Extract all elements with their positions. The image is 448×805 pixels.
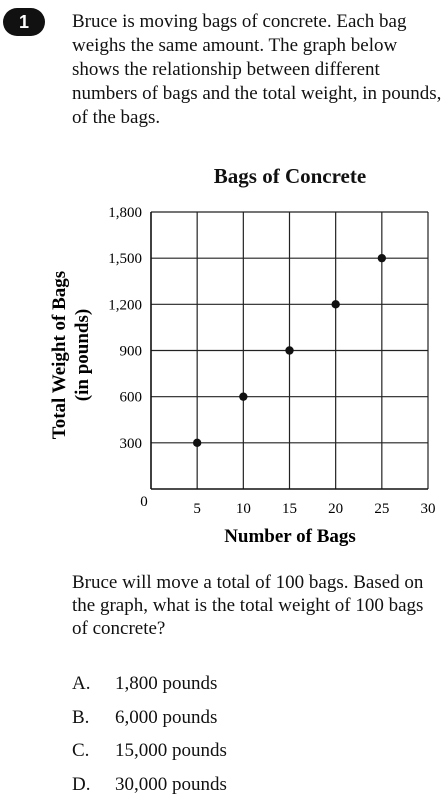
choice-text: 30,000 pounds bbox=[115, 773, 227, 795]
x-tick-label: 30 bbox=[421, 501, 436, 517]
x-tick-label: 5 bbox=[193, 501, 201, 517]
choice-letter: C. bbox=[72, 740, 90, 761]
choice-text: 6,000 pounds bbox=[115, 706, 218, 728]
choice-letter: A. bbox=[72, 673, 91, 694]
chart-points bbox=[192, 253, 387, 448]
x-tick-label: 10 bbox=[236, 501, 251, 517]
question-number-badge: 1 bbox=[3, 8, 45, 36]
y-tick-label: 1,200 bbox=[108, 297, 142, 313]
choice-text: 1,800 pounds bbox=[115, 673, 218, 694]
chart-axes bbox=[150, 212, 428, 490]
answer-choices: A. 1,800 pounds B. 6,000 pounds C. 15,000 p… bbox=[72, 671, 227, 805]
x-tick-label: 25 bbox=[374, 501, 389, 517]
chart-tick-labels: 5 10 15 20 25 30 300 600 900 1,200 1,500 1,800 bbox=[108, 205, 435, 517]
x-axis-label: Number of Bags bbox=[224, 526, 356, 547]
choice-text: 15,000 pounds bbox=[115, 740, 227, 761]
y-tick-label: 1,500 bbox=[108, 251, 142, 267]
question-prompt: Bruce is moving bags of concrete. Each b… bbox=[72, 11, 442, 128]
y-tick-label: 300 bbox=[120, 436, 143, 452]
choice-a[interactable]: A. 1,800 pounds bbox=[72, 671, 227, 705]
y-tick-label: 600 bbox=[120, 390, 143, 406]
scatter-chart: 5 10 15 20 25 30 300 600 900 1,200 1,500 1,800 0 Nu… bbox=[49, 205, 436, 547]
y-tick-label: 1,800 bbox=[108, 205, 142, 221]
y-tick-label: 900 bbox=[120, 344, 143, 360]
data-point bbox=[239, 392, 248, 401]
data-point bbox=[285, 346, 294, 355]
x-tick-label: 20 bbox=[328, 501, 343, 517]
question-text: Bruce will move a total of 100 bags. Bas… bbox=[72, 572, 424, 639]
chart-title: Bags of Concrete bbox=[213, 164, 367, 188]
choice-b[interactable]: B. 6,000 pounds bbox=[72, 705, 227, 739]
y-axis-label: Total Weight of Bags bbox=[49, 271, 70, 439]
choice-letter: B. bbox=[72, 706, 90, 728]
x-tick-label: 15 bbox=[282, 501, 297, 517]
choice-d[interactable]: D. 30,000 pounds bbox=[72, 772, 227, 805]
choice-letter: D. bbox=[72, 773, 91, 795]
data-point bbox=[192, 438, 202, 448]
data-point bbox=[331, 300, 340, 309]
data-point bbox=[377, 253, 387, 263]
origin-label: 0 bbox=[140, 494, 148, 510]
choice-c[interactable]: C. 15,000 pounds bbox=[72, 738, 227, 772]
y-axis-label-units: (in pounds) bbox=[72, 309, 93, 401]
